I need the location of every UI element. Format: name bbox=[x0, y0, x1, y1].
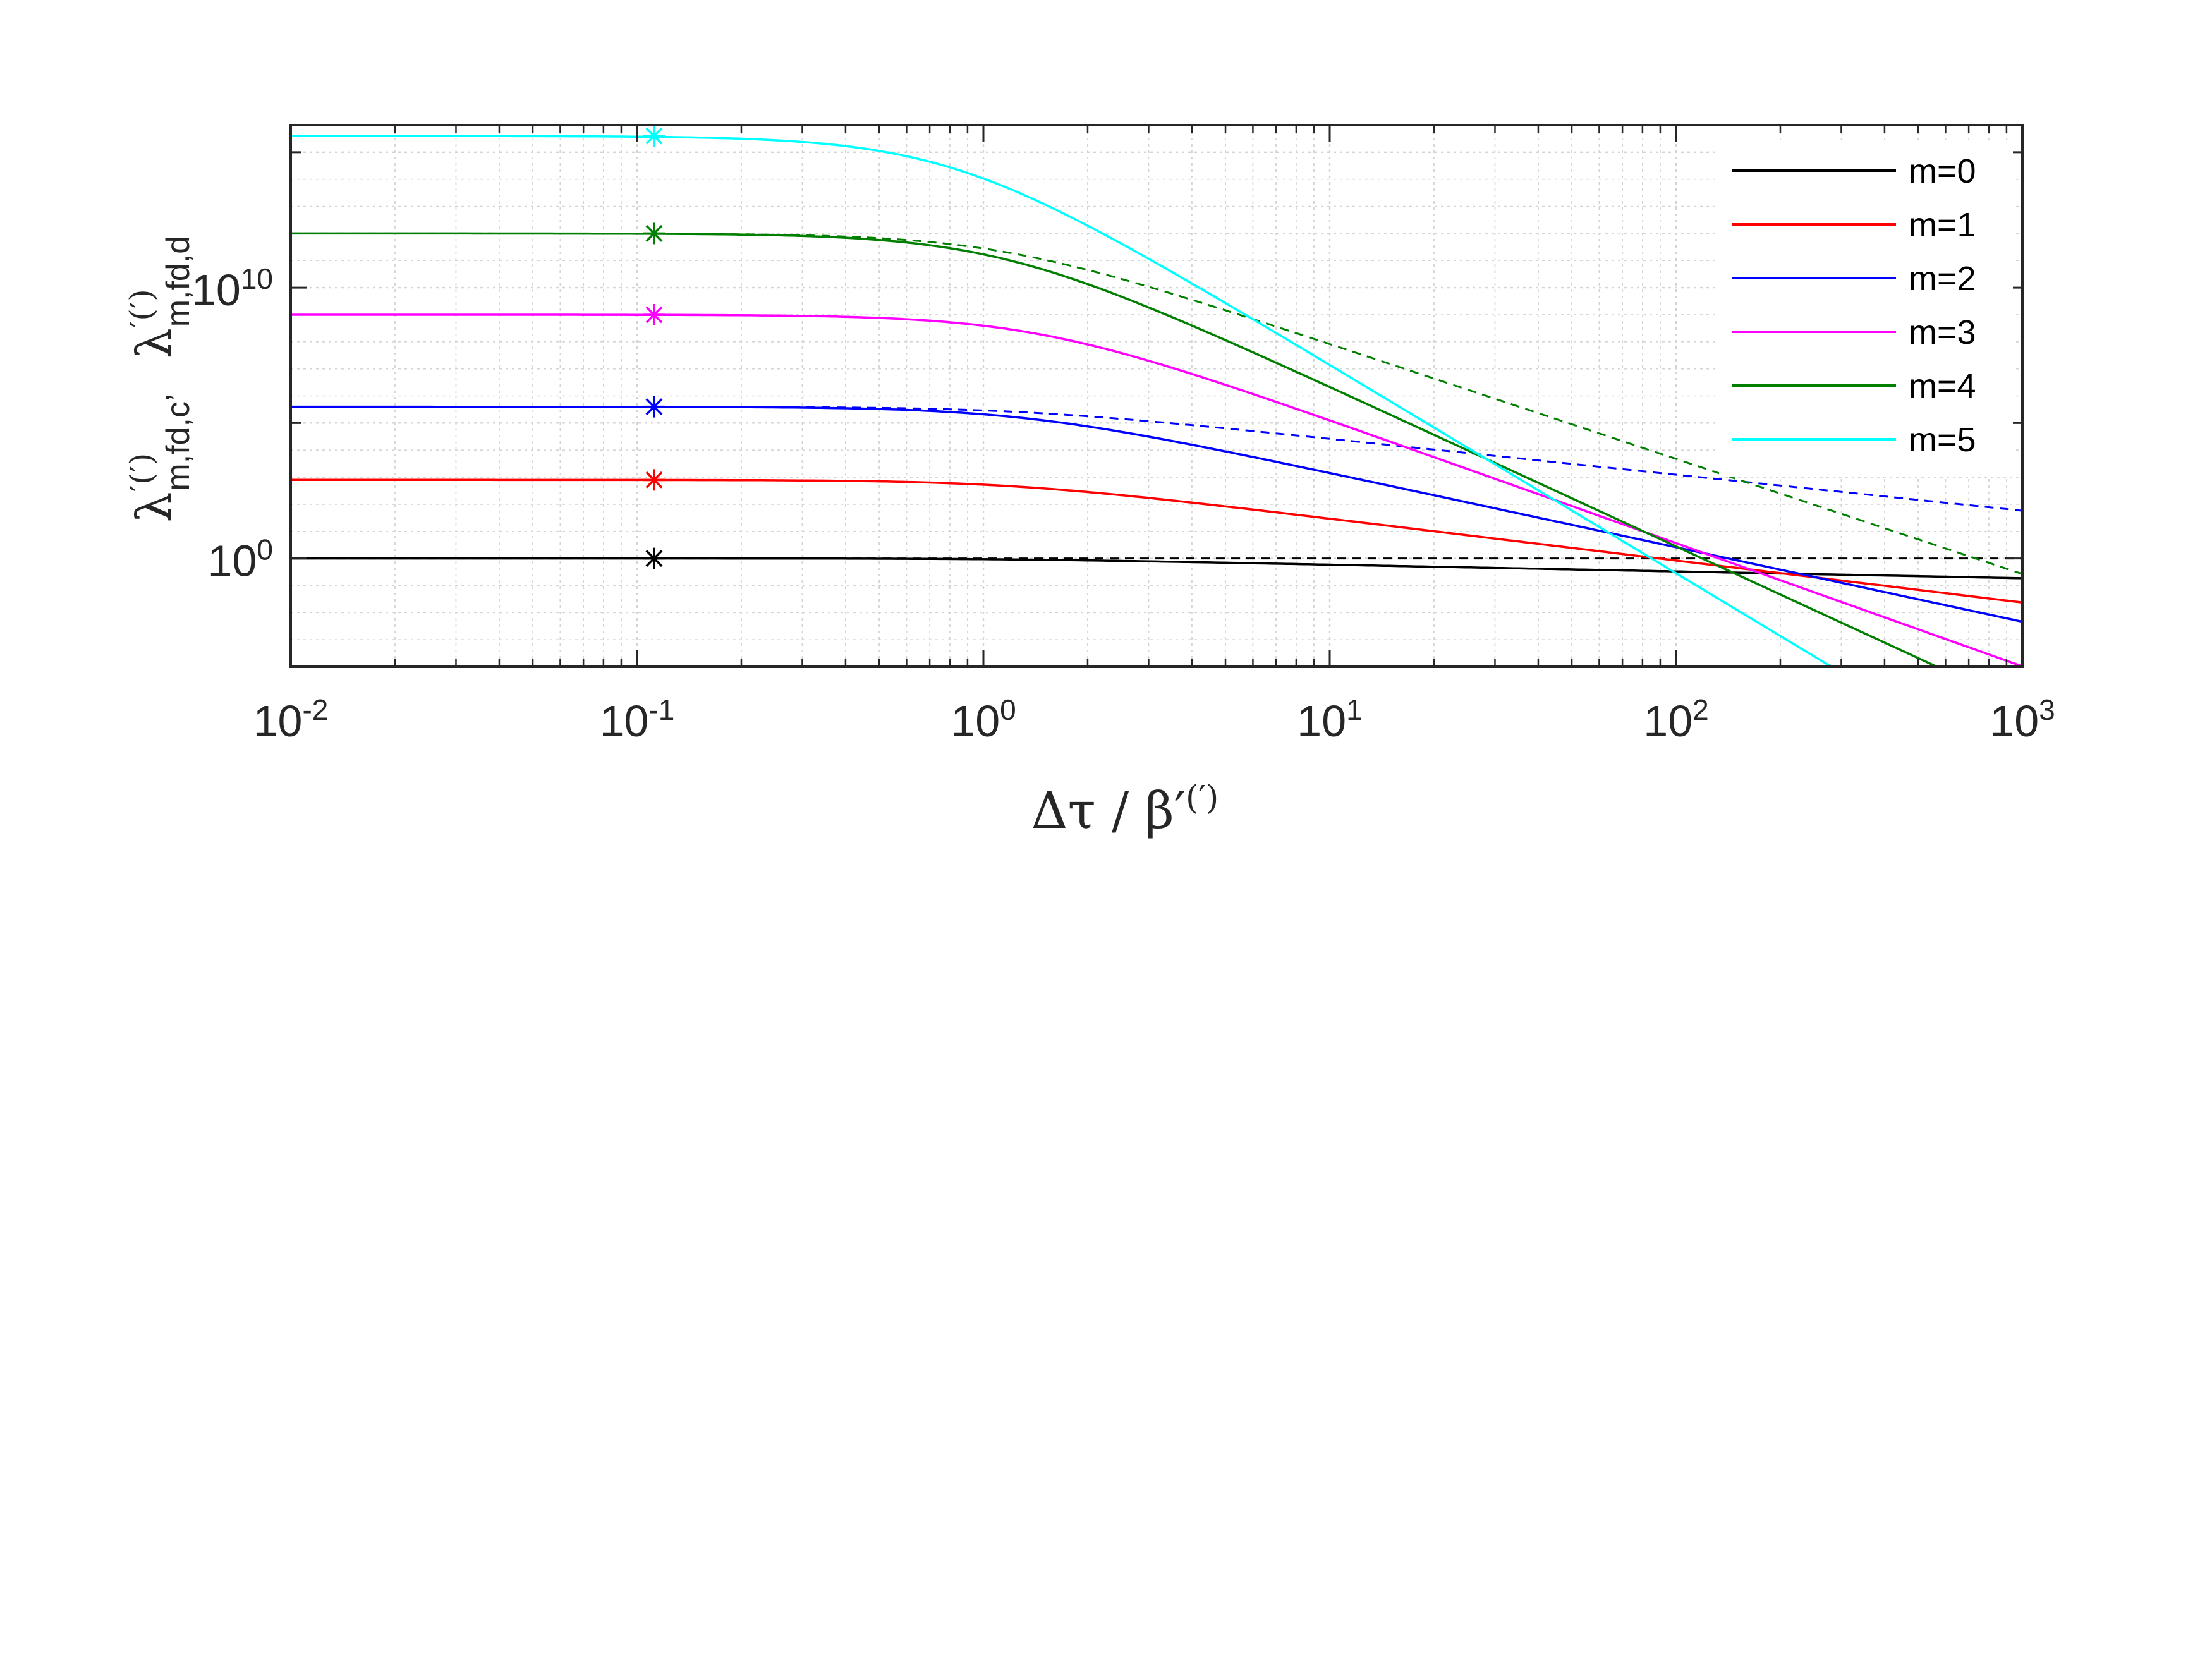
legend-label: m=5 bbox=[1909, 421, 1976, 459]
x-tick-label-base: 10 bbox=[600, 696, 649, 746]
axis-ticks-layer bbox=[289, 125, 2024, 667]
y-tick-label-exp: 0 bbox=[257, 533, 273, 566]
x-tick-label: 10-1 bbox=[600, 693, 675, 746]
x-tick-label-base: 10 bbox=[951, 696, 1000, 746]
y-axis-title-lower-sup: ′(′) bbox=[123, 453, 160, 492]
x-tick-label: 10-2 bbox=[253, 693, 329, 746]
series-5-solid-line bbox=[291, 135, 2022, 668]
y-tick-label: 100 bbox=[208, 533, 273, 586]
series-5-marker bbox=[643, 125, 665, 147]
y-axis-title-lower-main: λ bbox=[126, 492, 182, 522]
legend-label: m=4 bbox=[1909, 367, 1976, 405]
legend: m=0 m=1 m=2 m=3 m=4 m=5 bbox=[1719, 142, 2013, 477]
x-axis-title: Δτ / β′(′) bbox=[1031, 779, 1219, 840]
legend-item-m=3: m=3 bbox=[1732, 313, 1976, 351]
series-3-marker bbox=[643, 303, 665, 325]
legend-box bbox=[1719, 142, 2013, 477]
x-tick-label-exp: 0 bbox=[1000, 693, 1016, 726]
x-tick-label: 103 bbox=[1990, 693, 2055, 746]
x-tick-label: 101 bbox=[1297, 693, 1362, 746]
y-axis-title-upper-sub: m,fd,d bbox=[160, 236, 197, 327]
series-1-marker bbox=[643, 469, 665, 491]
y-tick-label-base: 10 bbox=[191, 265, 241, 315]
series-2-marker bbox=[643, 396, 665, 418]
x-tick-label-base: 10 bbox=[1643, 696, 1692, 746]
marker-layer bbox=[643, 125, 665, 569]
y-tick-label: 1010 bbox=[191, 262, 273, 315]
series-4-solid-line bbox=[291, 232, 2022, 668]
y-axis-title-upper-sup: ′(′) bbox=[123, 289, 160, 328]
x-tick-label: 100 bbox=[951, 693, 1016, 746]
x-tick-label-exp: 1 bbox=[1346, 693, 1363, 726]
y-tick-label-exp: 10 bbox=[241, 262, 273, 295]
legend-item-m=0: m=0 bbox=[1732, 152, 1976, 190]
series-4-marker bbox=[643, 222, 665, 245]
legend-item-m=1: m=1 bbox=[1732, 206, 1976, 244]
x-tick-label-exp: -1 bbox=[648, 693, 674, 726]
svg-text:λ′(′)m,fd,c’: λ′(′)m,fd,c’ bbox=[123, 394, 197, 522]
plot-frame bbox=[289, 124, 2024, 668]
legend-item-m=4: m=4 bbox=[1732, 367, 1976, 405]
legend-label: m=0 bbox=[1909, 152, 1976, 190]
series-layer bbox=[291, 135, 2023, 668]
series-1-solid-line bbox=[291, 478, 2023, 604]
legend-item-m=2: m=2 bbox=[1732, 260, 1976, 298]
y-axis-title-upper-main: λ bbox=[126, 328, 182, 358]
series-3-solid-line bbox=[291, 313, 2023, 668]
series-0-marker bbox=[643, 547, 665, 569]
x-tick-labels: 10-2 10-1 100 101 102 103 bbox=[253, 693, 2055, 746]
x-tick-label-base: 10 bbox=[253, 696, 303, 746]
legend-label: m=2 bbox=[1909, 260, 1976, 298]
x-tick-label-base: 10 bbox=[1990, 696, 2039, 746]
x-tick-label-exp: -2 bbox=[302, 693, 328, 726]
y-tick-label-base: 10 bbox=[208, 537, 257, 586]
y-axis-title-lower-sub: m,fd,c’ bbox=[160, 394, 197, 490]
legend-label: m=3 bbox=[1909, 313, 1976, 351]
x-tick-label-exp: 3 bbox=[2039, 693, 2055, 726]
y-axis-title-upper: λ′(′)m,fd,d bbox=[123, 236, 197, 358]
x-tick-label-exp: 2 bbox=[1692, 693, 1709, 726]
y-axis-title-lower: λ′(′)m,fd,c’ bbox=[123, 394, 197, 522]
legend-label: m=1 bbox=[1909, 206, 1976, 244]
series-2-solid-line bbox=[291, 405, 2023, 623]
x-tick-label-base: 10 bbox=[1297, 696, 1346, 746]
svg-text:λ′(′)m,fd,d: λ′(′)m,fd,d bbox=[123, 236, 197, 358]
x-tick-label: 102 bbox=[1643, 693, 1708, 746]
legend-item-m=5: m=5 bbox=[1732, 421, 1976, 459]
